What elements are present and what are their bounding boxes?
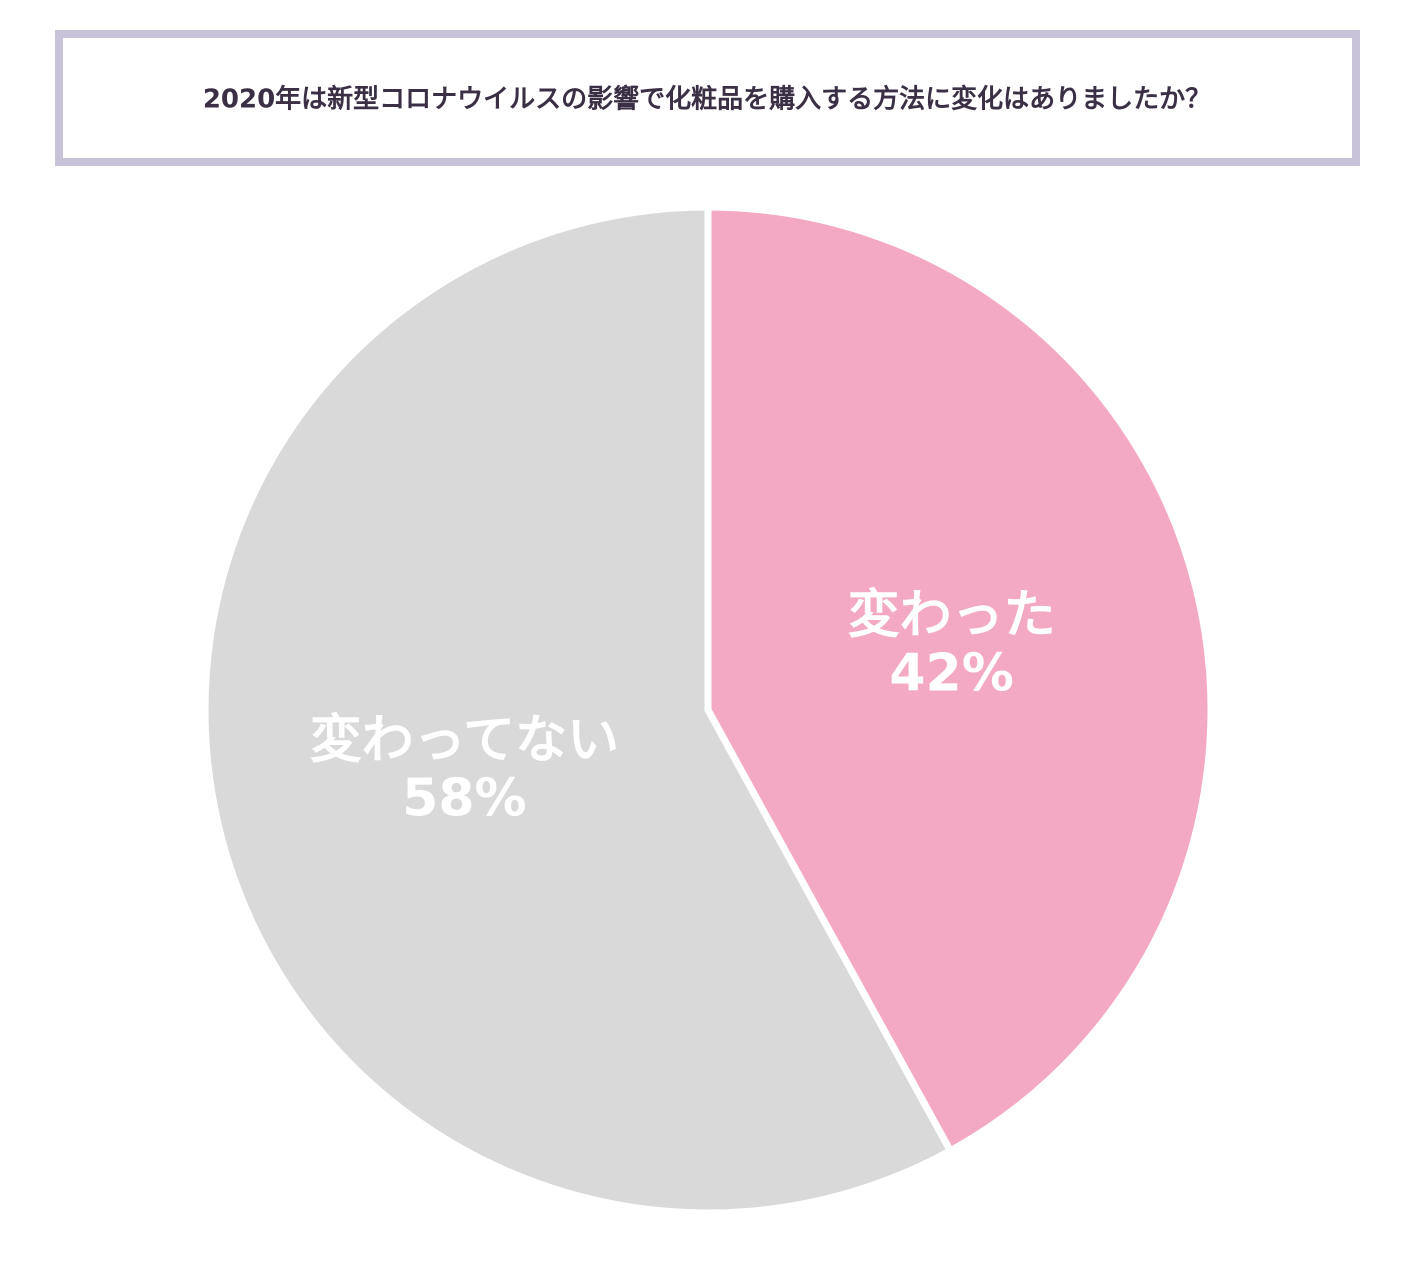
value-label: 42%	[889, 643, 1013, 703]
pie-slice	[201, 203, 954, 1217]
chart-title: 2020年は新型コロナウイルスの影響で化粧品を購入する方法に変化はありましたか？	[203, 84, 1211, 115]
value-label: 58%	[402, 769, 526, 829]
slice-label: 変わった	[848, 585, 1056, 645]
title-box	[55, 30, 1360, 166]
pie-slice	[704, 203, 1215, 1155]
slice-label: 変わってない	[310, 711, 619, 771]
